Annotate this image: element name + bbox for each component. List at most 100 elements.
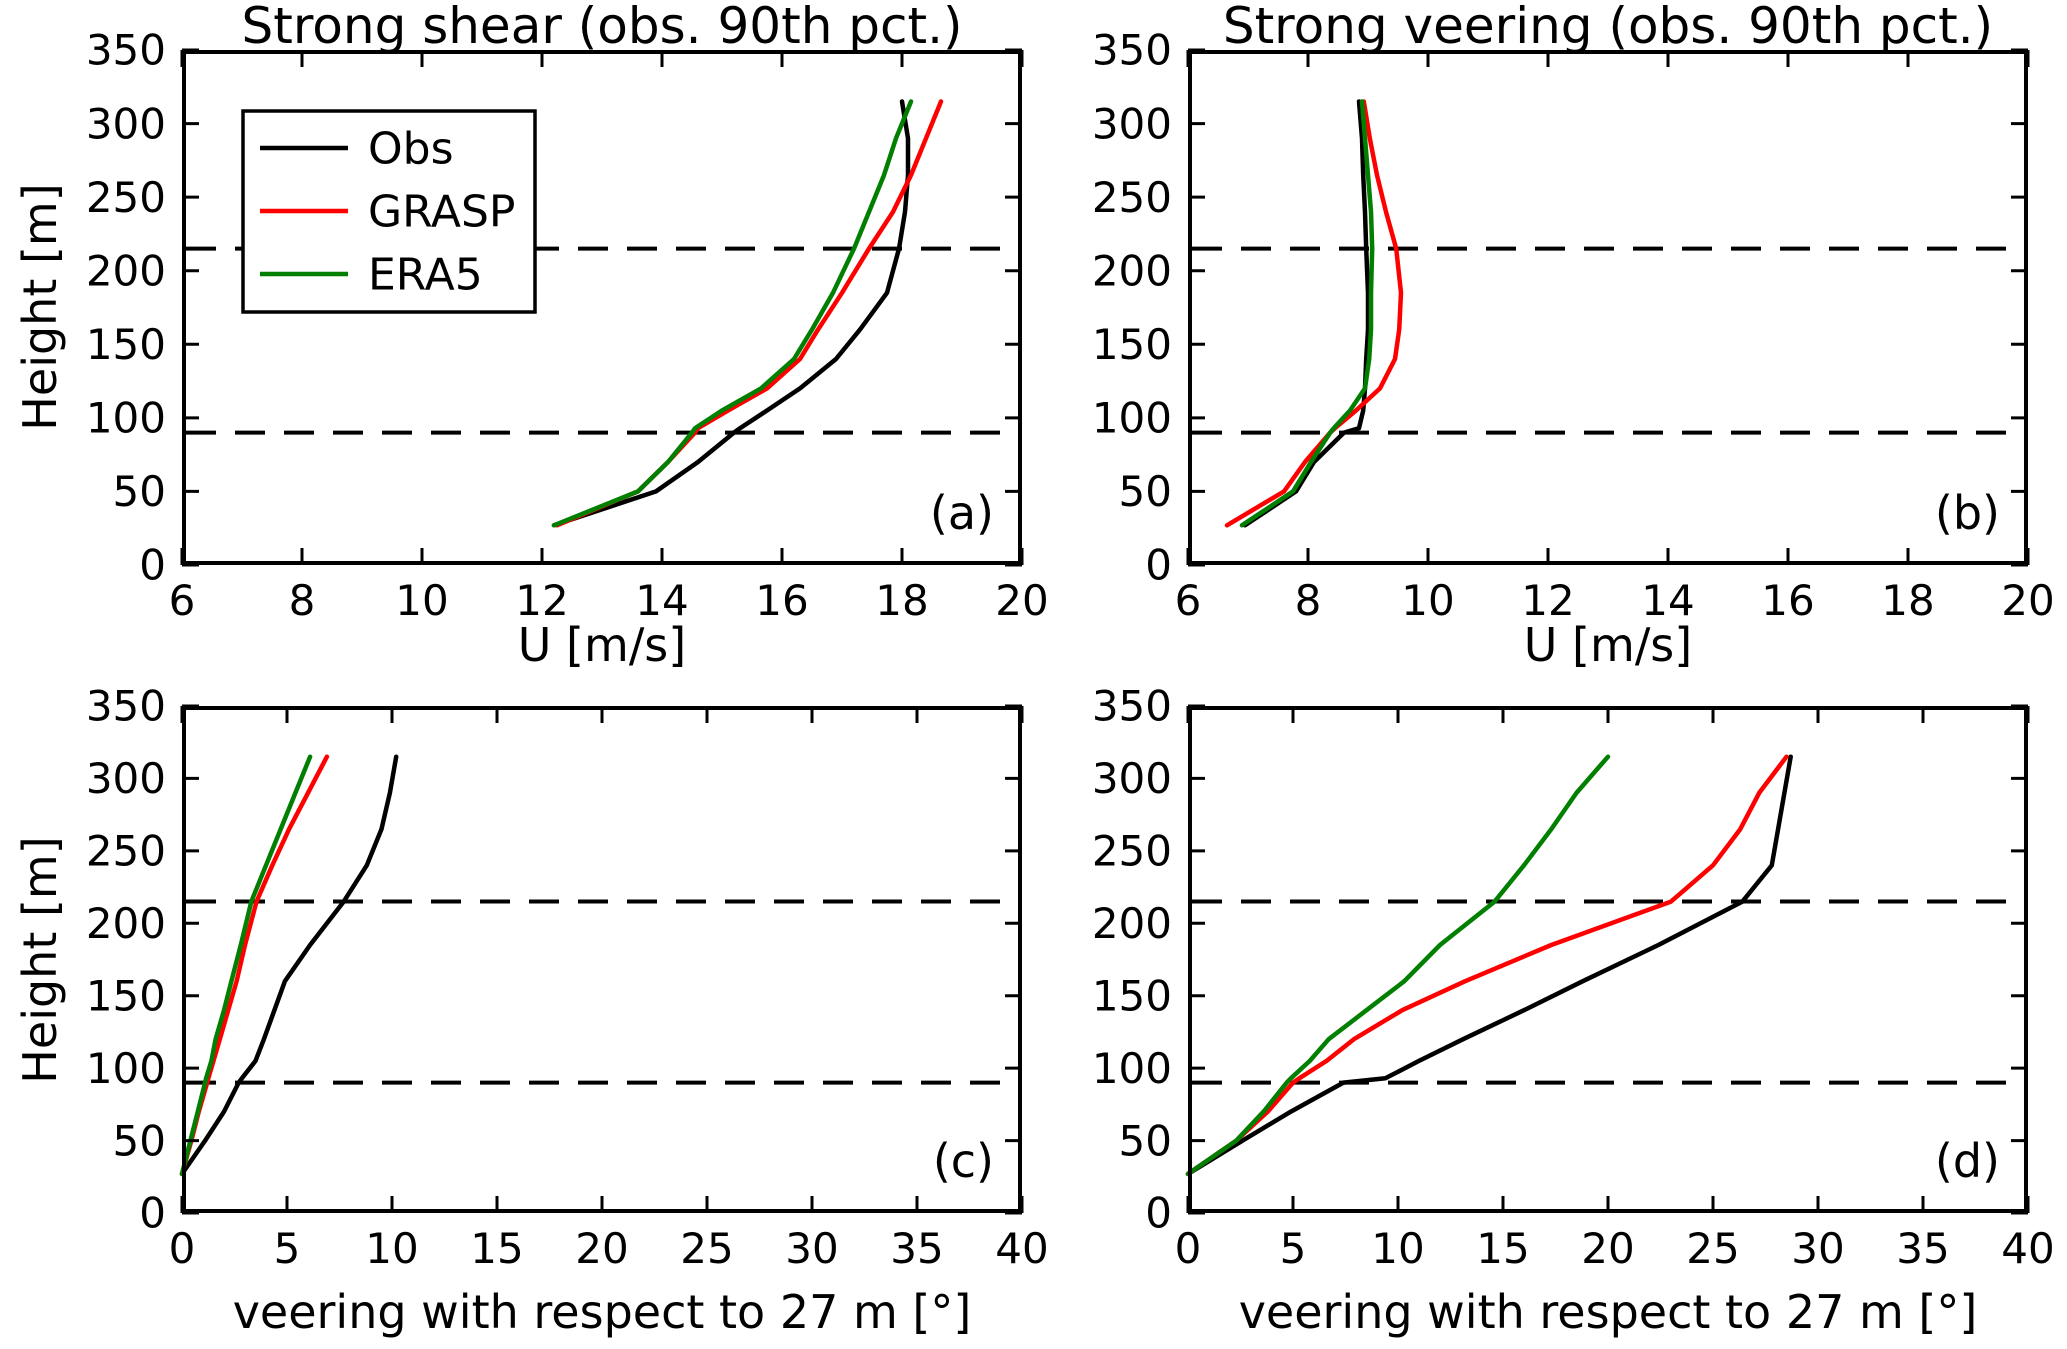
y-tick-label: 350: [1092, 26, 1172, 75]
panel-c-plot: 0 5 10 15 20 25 30 35 40 0 50 100 150 200 250 300 350 (c): [86, 682, 1049, 1273]
y-tick-label: 200: [1092, 899, 1172, 948]
y-tick-label: 100: [86, 394, 166, 443]
y-tick-label: 200: [86, 246, 166, 295]
y-tick-label: 250: [86, 827, 166, 876]
era5-profile-line: [551, 99, 914, 528]
y-tick-label: 350: [86, 26, 166, 75]
x-tick-label: 10: [1401, 576, 1454, 625]
era5-profile-line: [1239, 99, 1375, 528]
axes-spines: [1188, 706, 2028, 1213]
legend-label-obs: Obs: [368, 123, 454, 174]
x-tick-label: 5: [274, 1224, 301, 1273]
grasp-profile-line: [1185, 754, 1789, 1177]
axes-spines: [1188, 50, 2028, 565]
x-tick-label: 6: [1175, 576, 1202, 625]
x-tick-label: 35: [890, 1224, 943, 1273]
y-tick-label: 50: [113, 1116, 166, 1165]
x-tick-label: 30: [785, 1224, 838, 1273]
y-tick-label: 300: [1092, 754, 1172, 803]
panel-letter-c: (c): [933, 1134, 994, 1188]
era5-profile-line: [1185, 754, 1611, 1177]
y-tick-label: 200: [1092, 246, 1172, 295]
x-tick-label: 16: [755, 576, 808, 625]
y-tick-label: 100: [1092, 1044, 1172, 1093]
x-tick-label: 25: [1686, 1224, 1739, 1273]
x-tick-label: 0: [169, 1224, 196, 1273]
legend-label-grasp: GRASP: [368, 186, 515, 237]
panel-c-ylabel: Height [m]: [13, 836, 67, 1084]
obs-profile-line: [1185, 754, 1793, 1177]
y-tick-label: 150: [86, 971, 166, 1020]
x-tick-label: 40: [995, 1224, 1048, 1273]
panel-c-xlabel: veering with respect to 27 m [°]: [232, 1285, 972, 1339]
x-tick-label: 12: [1521, 576, 1574, 625]
panel-letter-d: (d): [1935, 1134, 2000, 1188]
y-tick-label: 0: [139, 541, 166, 590]
y-tick-label: 0: [139, 1189, 166, 1238]
y-tick-label: 250: [1092, 827, 1172, 876]
x-tick-label: 20: [995, 576, 1048, 625]
panel-b-title: Strong veering (obs. 90th pct.): [1222, 0, 1994, 55]
x-tick-label: 25: [680, 1224, 733, 1273]
y-tick-label: 50: [1119, 467, 1172, 516]
y-tick-label: 50: [1119, 1116, 1172, 1165]
panel-a-ylabel: Height [m]: [13, 183, 67, 431]
obs-profile-line: [1242, 99, 1371, 528]
plot-background: [182, 706, 1022, 1213]
era5-profile-line: [179, 754, 313, 1177]
x-tick-label: 10: [365, 1224, 418, 1273]
y-tick-label: 100: [1092, 394, 1172, 443]
y-tick-label: 300: [86, 754, 166, 803]
x-tick-label: 15: [1476, 1224, 1529, 1273]
y-tick-label: 150: [86, 320, 166, 369]
panel-b-xlabel: U [m/s]: [1523, 618, 1693, 672]
y-tick-label: 250: [1092, 173, 1172, 222]
x-tick-label: 15: [470, 1224, 523, 1273]
axes-spines: [182, 706, 1022, 1213]
x-tick-label: 18: [1881, 576, 1934, 625]
axes-spines: [182, 50, 1022, 565]
y-tick-label: 350: [86, 682, 166, 731]
x-tick-label: 18: [875, 576, 928, 625]
y-tick-label: 0: [1145, 1189, 1172, 1238]
legend-label-era5: ERA5: [368, 249, 483, 300]
y-tick-label: 250: [86, 173, 166, 222]
y-tick-label: 50: [113, 467, 166, 516]
panel-letter-a: (a): [930, 486, 994, 540]
x-tick-label: 20: [1581, 1224, 1634, 1273]
plot-background: [1188, 50, 2028, 565]
x-tick-label: 8: [1295, 576, 1322, 625]
y-tick-label: 100: [86, 1044, 166, 1093]
y-tick-label: 0: [1145, 541, 1172, 590]
x-tick-label: 40: [2001, 1224, 2054, 1273]
x-tick-label: 20: [575, 1224, 628, 1273]
panel-a-title: Strong shear (obs. 90th pct.): [241, 0, 963, 55]
x-tick-label: 14: [635, 576, 688, 625]
y-tick-label: 200: [86, 899, 166, 948]
panel-d-xlabel: veering with respect to 27 m [°]: [1238, 1285, 1978, 1339]
plot-background: [1188, 706, 2028, 1213]
panel-a-xlabel: U [m/s]: [517, 618, 687, 672]
y-tick-label: 350: [1092, 682, 1172, 731]
panel-letter-b: (b): [1935, 486, 2000, 540]
x-tick-label: 14: [1641, 576, 1694, 625]
y-tick-label: 300: [86, 99, 166, 148]
x-tick-label: 5: [1280, 1224, 1307, 1273]
x-tick-label: 12: [515, 576, 568, 625]
grasp-profile-line: [1224, 99, 1404, 528]
x-tick-label: 10: [1371, 1224, 1424, 1273]
y-tick-label: 150: [1092, 320, 1172, 369]
x-tick-label: 30: [1791, 1224, 1844, 1273]
y-tick-label: 150: [1092, 971, 1172, 1020]
x-tick-label: 20: [2001, 576, 2054, 625]
x-tick-label: 8: [289, 576, 316, 625]
panel-d-plot: 0 5 10 15 20 25 30 35 40 0 50 100 150 200 250 300 350 (d): [1092, 682, 2055, 1273]
panel-a-plot: 6 8 10 12 14 16 18 20050100150200250300350(a)Ob…: [86, 26, 1049, 625]
x-tick-label: 0: [1175, 1224, 1202, 1273]
x-tick-label: 6: [169, 576, 196, 625]
obs-profile-line: [179, 754, 399, 1177]
x-tick-label: 16: [1761, 576, 1814, 625]
x-tick-label: 10: [395, 576, 448, 625]
